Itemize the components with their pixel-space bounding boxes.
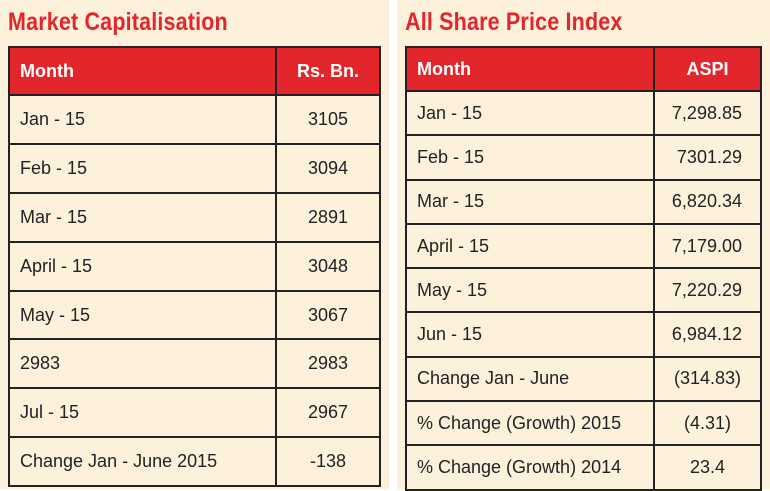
- month-cell: Jan - 15: [405, 89, 655, 137]
- table-row: Jul - 15 2967: [8, 387, 381, 439]
- table-row: Jun - 15 6,984.12: [405, 311, 762, 358]
- month-cell: Feb - 15: [405, 134, 655, 181]
- value-cell: 6,820.34: [653, 178, 762, 225]
- month-cell: Jul - 15: [8, 387, 277, 439]
- table-row: Change Jan - June 2015 -138: [8, 436, 381, 488]
- table-row: Mar - 15 2891: [8, 191, 381, 243]
- table-row: Jan - 15 3105: [8, 94, 381, 145]
- value-cell: 7,179.00: [653, 222, 762, 270]
- market-cap-title: Market Capitalisation: [8, 8, 228, 36]
- value-cell: 7,220.29: [653, 267, 762, 314]
- month-cell: Jan - 15: [8, 94, 277, 145]
- month-cell: April - 15: [405, 222, 655, 270]
- column-header-value: Rs. Bn.: [275, 46, 381, 96]
- value-cell: 3094: [275, 142, 381, 194]
- column-header-month: Month: [405, 46, 655, 92]
- month-cell: 2983: [8, 338, 277, 390]
- table-row: May - 15 7,220.29: [405, 267, 762, 314]
- month-cell: Change Jan - June: [405, 355, 655, 403]
- aspi-table: Month ASPI Jan - 15 7,298.85 Feb - 15 73…: [405, 46, 762, 491]
- table-row: April - 15 7,179.00: [405, 222, 762, 270]
- value-cell: 2967: [275, 387, 381, 439]
- table-header-row: Month ASPI: [405, 46, 762, 92]
- table-row: Jan - 15 7,298.85: [405, 89, 762, 137]
- value-cell: -138: [275, 436, 381, 488]
- table-header-row: Month Rs. Bn.: [8, 46, 381, 96]
- table-row: April - 15 3048: [8, 240, 381, 292]
- month-cell: May - 15: [8, 289, 277, 341]
- value-cell: (314.83): [653, 355, 762, 403]
- table-row: Feb - 15 3094: [8, 142, 381, 194]
- month-cell: Change Jan - June 2015: [8, 436, 277, 488]
- value-cell: 3048: [275, 240, 381, 292]
- table-row: Feb - 15 7301.29: [405, 134, 762, 181]
- value-cell: 7,298.85: [653, 89, 762, 137]
- month-cell: Feb - 15: [8, 142, 277, 194]
- aspi-title: All Share Price Index: [405, 8, 623, 36]
- column-header-value: ASPI: [653, 46, 762, 92]
- value-cell: 3067: [275, 289, 381, 341]
- value-cell: (4.31): [653, 400, 762, 447]
- value-cell: 3105: [275, 94, 381, 145]
- aspi-panel: All Share Price Index Month ASPI Jan - 1…: [397, 0, 770, 491]
- value-cell: 23.4: [653, 444, 762, 491]
- month-cell: Mar - 15: [8, 191, 277, 243]
- table-row: Change Jan - June (314.83): [405, 355, 762, 403]
- market-cap-panel: Market Capitalisation Month Rs. Bn. Jan …: [0, 0, 389, 489]
- value-cell: 2983: [275, 338, 381, 390]
- month-cell: % Change (Growth) 2015: [405, 400, 655, 447]
- table-row: % Change (Growth) 2015 (4.31): [405, 400, 762, 447]
- table-row: Mar - 15 6,820.34: [405, 178, 762, 225]
- table-row: May - 15 3067: [8, 289, 381, 341]
- month-cell: % Change (Growth) 2014: [405, 444, 655, 491]
- month-cell: Mar - 15: [405, 178, 655, 225]
- month-cell: May - 15: [405, 267, 655, 314]
- market-cap-table: Month Rs. Bn. Jan - 15 3105 Feb - 15 309…: [8, 46, 381, 488]
- value-cell: 6,984.12: [653, 311, 762, 358]
- value-cell: 2891: [275, 191, 381, 243]
- month-cell: Jun - 15: [405, 311, 655, 358]
- table-row: % Change (Growth) 2014 23.4: [405, 444, 762, 491]
- month-cell: April - 15: [8, 240, 277, 292]
- column-header-month: Month: [8, 46, 277, 96]
- table-row: 2983 2983: [8, 338, 381, 390]
- value-cell: 7301.29: [653, 134, 762, 181]
